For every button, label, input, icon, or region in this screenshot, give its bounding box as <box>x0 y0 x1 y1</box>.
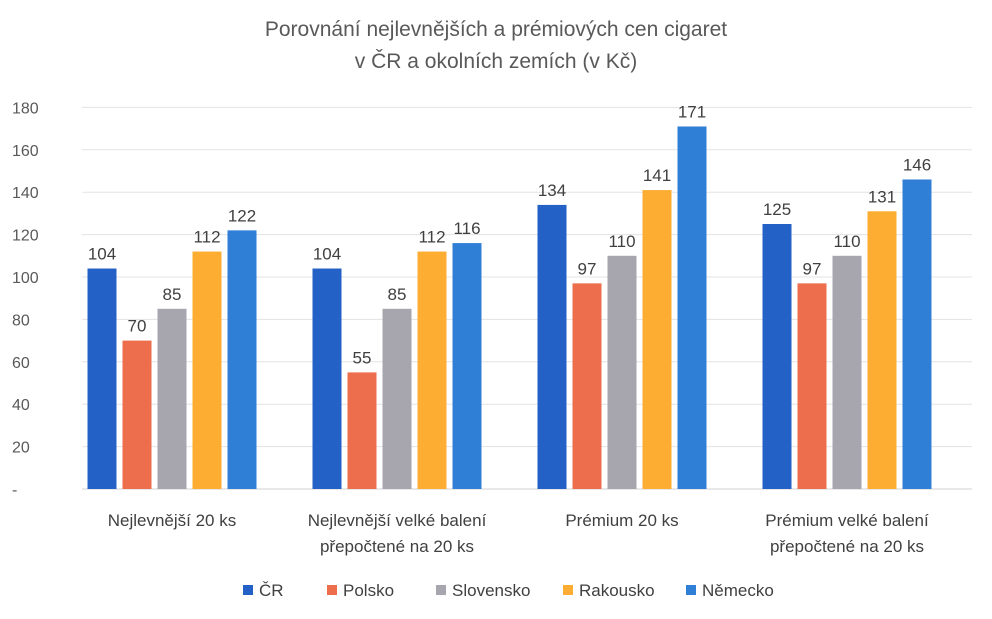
data-label: 110 <box>608 232 635 251</box>
chart-title-line-1: Porovnání nejlevnějších a prémiových cen… <box>264 18 728 41</box>
y-tick-label: 20 <box>12 440 30 457</box>
data-label: 97 <box>578 259 597 278</box>
category-label: přepočtené na 20 ks <box>770 537 924 556</box>
bar <box>192 251 222 489</box>
data-label: 112 <box>418 228 445 247</box>
legend-label: Německo <box>702 581 774 600</box>
category-label: Nejlevnější velké balení <box>308 511 487 530</box>
bar <box>867 211 897 489</box>
bar <box>122 340 152 489</box>
data-label: 85 <box>388 285 407 304</box>
bar <box>607 255 637 489</box>
data-label: 110 <box>833 232 860 251</box>
y-tick-label: 140 <box>12 185 39 202</box>
bar <box>572 283 602 489</box>
category-label: Prémium 20 ks <box>565 511 678 530</box>
category-label: Nejlevnější 20 ks <box>108 511 237 530</box>
data-label: 134 <box>538 181 566 200</box>
legend-label: Rakousko <box>579 581 655 600</box>
bar <box>417 251 447 489</box>
legend-label: Polsko <box>343 581 394 600</box>
y-tick-label: 60 <box>12 355 30 372</box>
bar <box>227 230 257 490</box>
bar <box>537 204 567 490</box>
bar <box>452 243 482 489</box>
bar <box>902 179 932 490</box>
bar <box>832 255 862 489</box>
data-label: 112 <box>193 228 220 247</box>
y-tick-label: 180 <box>12 100 39 117</box>
category-label: přepočtené na 20 ks <box>320 537 474 556</box>
bar <box>797 283 827 489</box>
bar <box>312 268 342 489</box>
data-label: 122 <box>228 206 256 225</box>
data-label: 141 <box>643 166 671 185</box>
legend-swatch <box>243 585 253 595</box>
bar <box>677 126 707 489</box>
y-tick-label: - <box>12 482 17 499</box>
data-label: 97 <box>803 259 822 278</box>
bar <box>642 190 672 489</box>
y-tick-label: 120 <box>12 228 39 245</box>
chart-title-line-2: v ČR a okolních zemích (v Kč) <box>354 50 638 73</box>
y-tick-label: 40 <box>12 397 30 414</box>
bar <box>382 308 412 489</box>
legend-swatch <box>686 585 696 595</box>
data-label: 70 <box>128 317 147 336</box>
data-label: 146 <box>903 155 931 174</box>
bar <box>87 268 117 489</box>
data-label: 125 <box>763 200 791 219</box>
y-tick-label: 80 <box>12 312 30 329</box>
data-label: 104 <box>313 245 341 264</box>
data-label: 85 <box>163 285 182 304</box>
y-tick-label: 100 <box>12 270 39 287</box>
legend-swatch <box>436 585 446 595</box>
data-label: 104 <box>88 245 116 264</box>
bar <box>157 308 187 489</box>
data-label: 131 <box>868 187 896 206</box>
data-label: 55 <box>353 348 372 367</box>
category-label: Prémium velké balení <box>765 511 929 530</box>
bar <box>347 372 377 489</box>
legend-swatch <box>563 585 573 595</box>
legend-label: ČR <box>259 581 284 600</box>
y-tick-label: 160 <box>12 143 39 160</box>
data-label: 116 <box>453 219 480 238</box>
data-label: 171 <box>678 102 706 121</box>
legend-label: Slovensko <box>452 581 530 600</box>
bar <box>762 224 792 489</box>
legend-swatch <box>327 585 337 595</box>
